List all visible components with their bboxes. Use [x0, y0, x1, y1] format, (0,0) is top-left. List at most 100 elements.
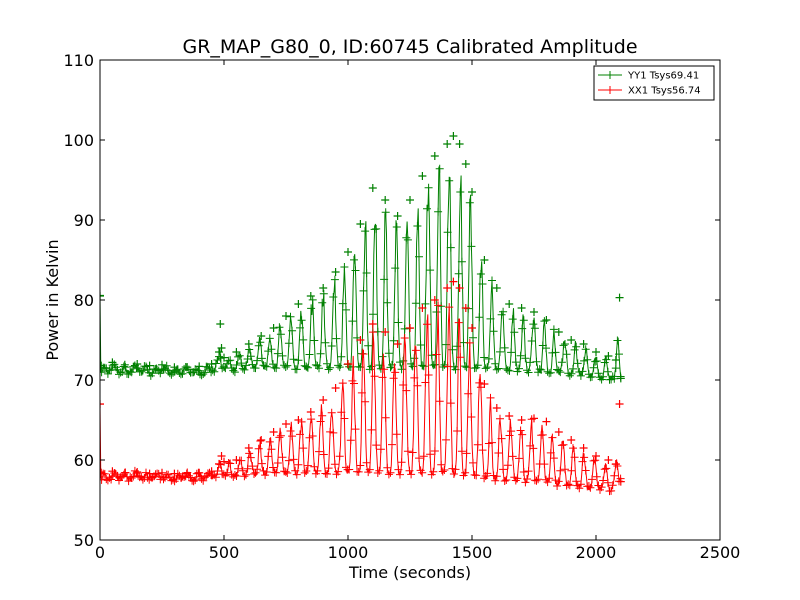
legend-label: XX1 Tsys56.74 [628, 86, 701, 97]
data-point [182, 363, 191, 372]
data-point [170, 469, 179, 478]
x-axis-label: Time (seconds) [348, 563, 471, 582]
data-point [443, 140, 452, 148]
data-point [195, 468, 204, 477]
data-point [480, 380, 489, 388]
data-point [319, 396, 328, 404]
data-point [592, 452, 600, 460]
data-point [517, 416, 526, 424]
data-point [120, 468, 129, 477]
data-point [554, 428, 563, 436]
data-point [145, 361, 154, 370]
data-point [108, 358, 117, 367]
series-xx1 [100, 277, 625, 496]
x-tick-label: 1500 [452, 543, 493, 562]
data-point [170, 363, 179, 372]
data-point [505, 300, 514, 308]
data-point [567, 336, 576, 344]
data-point [158, 360, 166, 369]
y-tick-label: 90 [74, 211, 94, 230]
data-point [158, 468, 166, 477]
data-point [145, 469, 154, 478]
data-point [207, 360, 216, 368]
legend-box [593, 65, 715, 101]
data-point [319, 284, 328, 292]
data-point [257, 436, 266, 444]
data-point [195, 362, 204, 371]
data-point [215, 460, 224, 468]
x-tick-label: 2500 [700, 543, 741, 562]
data-point [344, 248, 352, 256]
data-point [393, 340, 402, 348]
data-point [430, 152, 439, 160]
data-point [244, 340, 253, 348]
data-point [468, 324, 476, 332]
data-point [368, 184, 377, 192]
x-tick-label: 2000 [576, 543, 617, 562]
data-point [217, 452, 226, 460]
data-point [406, 196, 414, 204]
data-point [133, 468, 142, 476]
y-tick-label: 50 [74, 531, 94, 550]
data-point [306, 408, 315, 416]
data-point [269, 324, 278, 332]
series-yy1 [100, 132, 625, 384]
data-point [542, 316, 551, 324]
data-point [616, 374, 625, 383]
data-point [100, 400, 104, 408]
data-point [381, 328, 390, 336]
series-layer [100, 132, 625, 496]
chart-title: GR_MAP_G80_0, ID:60745 Calibrated Amplit… [182, 36, 637, 58]
data-point [611, 356, 620, 364]
data-point [294, 416, 303, 424]
data-point [455, 140, 464, 148]
data-point [517, 304, 526, 312]
data-point [449, 132, 458, 140]
x-tick-label: 0 [95, 543, 105, 562]
data-point [344, 360, 352, 368]
data-point [133, 360, 142, 368]
data-point [331, 268, 340, 276]
data-point [108, 467, 117, 476]
data-point [492, 284, 501, 292]
data-point [430, 296, 439, 304]
y-tick-label: 100 [63, 131, 94, 150]
series-markers [100, 164, 625, 384]
data-point [331, 384, 340, 392]
data-point [579, 340, 588, 348]
data-point [615, 293, 624, 302]
data-point [100, 468, 106, 477]
data-point [611, 460, 620, 468]
data-point [604, 352, 613, 360]
data-point [269, 428, 278, 436]
data-point [530, 308, 538, 316]
data-point [406, 324, 414, 332]
data-point [182, 469, 191, 478]
data-point [505, 412, 514, 420]
data-point [461, 304, 470, 312]
y-axis-label: Power in Kelvin [43, 239, 62, 360]
data-point [554, 328, 563, 336]
y-tick-label: 70 [74, 371, 94, 390]
data-point [480, 256, 489, 264]
data-point [579, 444, 588, 452]
data-point [217, 344, 226, 352]
legend: YY1 Tsys69.41 XX1 Tsys56.74 [593, 65, 715, 101]
data-point [207, 467, 216, 476]
data-point [257, 332, 266, 340]
data-point [449, 277, 458, 286]
legend-label: YY1 Tsys69.41 [627, 71, 699, 82]
tick-layer: 0 500 1000 1500 2000 2500 50 60 70 80 90 100 110 [63, 51, 740, 562]
data-point [120, 360, 129, 369]
data-point [294, 300, 303, 308]
data-point [381, 196, 390, 204]
data-point [418, 304, 427, 312]
x-tick-label: 1000 [328, 543, 369, 562]
x-tick-label: 500 [209, 543, 240, 562]
data-point [592, 348, 600, 356]
data-point [232, 456, 241, 464]
data-point [100, 292, 104, 300]
y-tick-label: 110 [63, 51, 94, 70]
data-point [232, 348, 241, 356]
